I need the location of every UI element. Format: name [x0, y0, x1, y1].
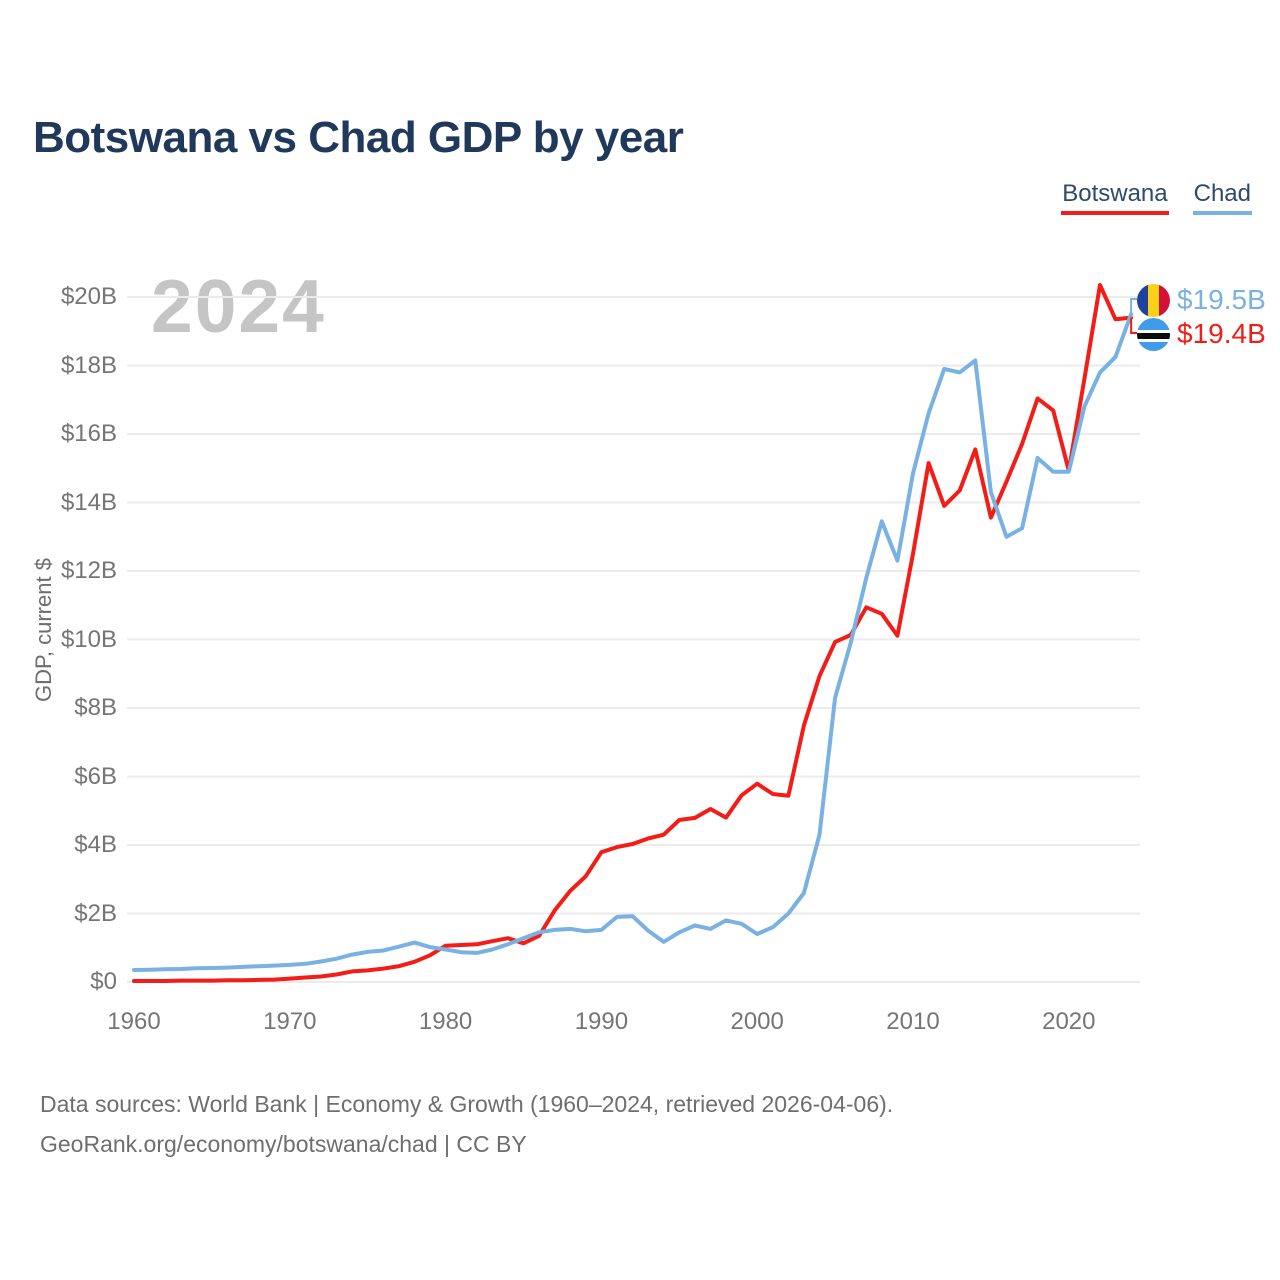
legend-item-botswana[interactable]: Botswana	[1061, 180, 1169, 216]
x-tick-label: 2020	[1042, 1008, 1096, 1035]
x-tick-label: 1960	[107, 1008, 161, 1035]
flag-stripe	[1137, 283, 1148, 317]
series-line-botswana	[132, 283, 1134, 983]
x-tick-label: 1990	[574, 1008, 629, 1035]
end-label-chad: $19.5B	[1137, 283, 1266, 317]
flag-stripe	[1148, 283, 1159, 317]
page-title: Botswana vs Chad GDP by year	[33, 113, 684, 162]
y-tick-label: $0	[90, 968, 117, 995]
y-tick-label: $18B	[60, 351, 117, 379]
chad-label-connector	[1130, 298, 1137, 315]
y-tick-label: $10B	[60, 625, 117, 653]
y-tick-label: $2B	[74, 899, 117, 927]
y-tick-label: $12B	[60, 557, 117, 584]
x-tick-label: 1980	[418, 1008, 473, 1035]
end-value-botswana: $19.4B	[1177, 318, 1266, 349]
y-tick-label: $14B	[60, 488, 117, 516]
chart-footer: Data sources: World Bank | Economy & Gro…	[40, 1084, 893, 1164]
y-tick-label: $4B	[74, 831, 117, 858]
y-tick-label: $6B	[74, 762, 117, 790]
chad-flag-icon	[1137, 283, 1170, 317]
x-tick-label: 2010	[886, 1008, 940, 1035]
botswana-label-connector	[1130, 317, 1137, 334]
legend-item-chad[interactable]: Chad	[1192, 180, 1252, 216]
x-tick-label: 1970	[263, 1008, 317, 1035]
y-tick-label: $20B	[60, 283, 117, 310]
x-tick-label: 2000	[730, 1008, 784, 1035]
attribution-note: GeoRank.org/economy/botswana/chad | CC B…	[40, 1131, 527, 1157]
y-tick-label: $16B	[60, 420, 117, 447]
y-tick-label: $8B	[74, 694, 117, 721]
legend: Botswana Chad	[1061, 180, 1252, 216]
flag-stripe	[1159, 283, 1170, 317]
end-label-botswana: $19.4B	[1137, 317, 1266, 351]
end-value-chad: $19.5B	[1177, 284, 1266, 315]
botswana-flag-icon	[1137, 317, 1170, 351]
year-watermark: 2024	[151, 264, 326, 348]
data-sources-note: Data sources: World Bank | Economy & Gro…	[40, 1091, 894, 1117]
series-line-chad	[132, 312, 1134, 972]
